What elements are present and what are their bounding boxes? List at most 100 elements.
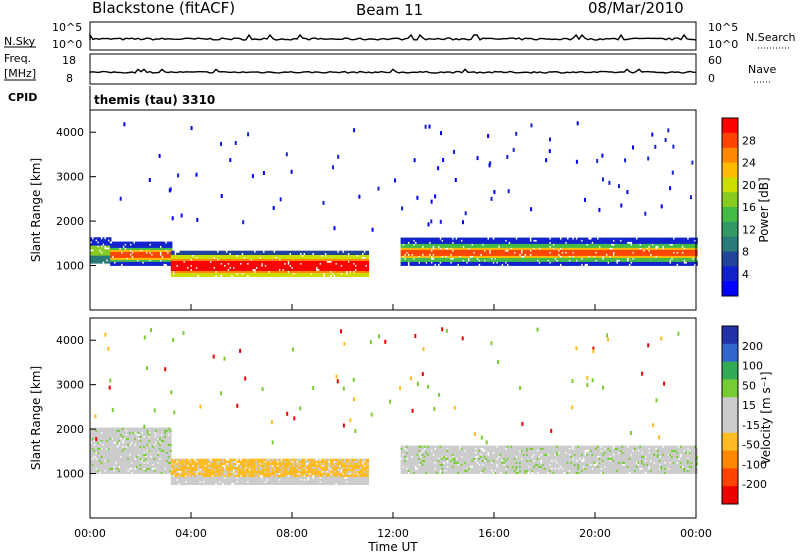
power-cell — [170, 250, 173, 253]
power-cell — [587, 257, 590, 260]
power-cell — [245, 270, 248, 273]
power-cell — [460, 259, 463, 262]
velocity-cell — [102, 427, 105, 430]
power-cell — [223, 254, 226, 257]
power-cell — [425, 243, 428, 246]
power-cell — [446, 239, 449, 242]
power-cell — [466, 245, 469, 248]
velocity-cell — [91, 447, 94, 450]
power-cell — [129, 261, 132, 264]
power-cell — [124, 249, 127, 252]
velocity-cell — [123, 463, 126, 466]
power-cell — [623, 241, 626, 244]
power-cell — [109, 237, 112, 240]
power-cell — [241, 262, 244, 265]
power-cell — [602, 245, 605, 248]
velocity-cell — [128, 427, 131, 430]
power-cell — [600, 259, 603, 262]
velocity-cell — [146, 465, 149, 468]
power-cell — [269, 264, 272, 267]
power-cell — [232, 254, 235, 257]
power-cell — [603, 257, 606, 260]
power-cell — [685, 245, 688, 248]
power-panel-frame — [89, 109, 697, 311]
velocity-cell — [114, 427, 117, 430]
power-cell — [301, 256, 304, 259]
power-cell — [681, 237, 684, 240]
power-cell — [494, 251, 497, 254]
power-cell — [250, 264, 253, 267]
power-cell — [418, 251, 421, 254]
power-cell — [450, 239, 453, 242]
power-cell — [291, 270, 294, 273]
power-cell — [448, 263, 451, 266]
power-cell — [448, 261, 451, 264]
power-cell — [543, 241, 546, 244]
velocity-cell — [109, 447, 112, 450]
power-cell — [648, 253, 651, 256]
power-cell — [434, 194, 437, 199]
power-cell — [411, 241, 414, 244]
power-cell — [127, 253, 130, 256]
power-cell — [127, 263, 130, 266]
power-cell — [195, 272, 198, 275]
power-cell — [448, 247, 451, 250]
power-cell — [503, 259, 506, 262]
power-cell — [216, 274, 219, 277]
velocity-cell — [114, 459, 117, 462]
power-cell — [589, 251, 592, 254]
power-cell — [593, 245, 596, 248]
velocity-cell — [132, 431, 135, 434]
power-cell — [404, 263, 407, 266]
power-cell — [246, 250, 249, 253]
power-cell — [483, 243, 486, 246]
power-cell — [100, 259, 103, 262]
power-cell — [559, 249, 562, 252]
power-cell — [660, 255, 663, 258]
power-cell — [688, 241, 691, 244]
power-cell — [223, 266, 226, 269]
velocity-cell — [95, 459, 98, 462]
power-cell — [554, 259, 557, 262]
velocity-cell — [121, 453, 124, 456]
velocity-cell — [102, 451, 105, 454]
velocity-cell — [116, 441, 119, 444]
power-cell — [510, 243, 513, 246]
velocity-cell — [127, 455, 130, 458]
power-cell — [556, 251, 559, 254]
power-cell — [443, 251, 446, 254]
power-cell — [131, 247, 134, 250]
power-cell — [188, 252, 191, 255]
power-cell — [526, 243, 529, 246]
velocity-cell — [132, 449, 135, 452]
power-cell — [336, 268, 339, 271]
power-cell — [457, 259, 460, 262]
power-cell — [324, 272, 327, 275]
power-cell — [183, 258, 186, 261]
power-cell — [655, 243, 658, 246]
power-cell — [653, 245, 656, 248]
power-cell — [136, 263, 139, 266]
velocity-cell — [102, 439, 105, 442]
power-cell — [294, 258, 297, 261]
power-cell — [183, 266, 186, 269]
velocity-cell — [139, 459, 142, 462]
power-cell — [672, 247, 675, 250]
velocity-cell — [153, 469, 156, 472]
power-cell — [259, 260, 262, 263]
power-cell — [501, 253, 504, 256]
velocity-cell — [109, 467, 112, 470]
power-cell — [584, 243, 587, 246]
power-cell — [289, 270, 292, 273]
velocity-cell — [121, 447, 124, 450]
power-cell — [633, 255, 636, 258]
power-cell — [236, 258, 239, 261]
power-cell — [591, 251, 594, 254]
power-cell — [216, 262, 219, 265]
power-cell — [250, 260, 253, 263]
velocity-cell — [153, 471, 156, 474]
power-cell — [587, 239, 590, 242]
power-cell — [326, 250, 329, 253]
power-cell — [580, 249, 583, 252]
power-cell — [283, 260, 286, 263]
